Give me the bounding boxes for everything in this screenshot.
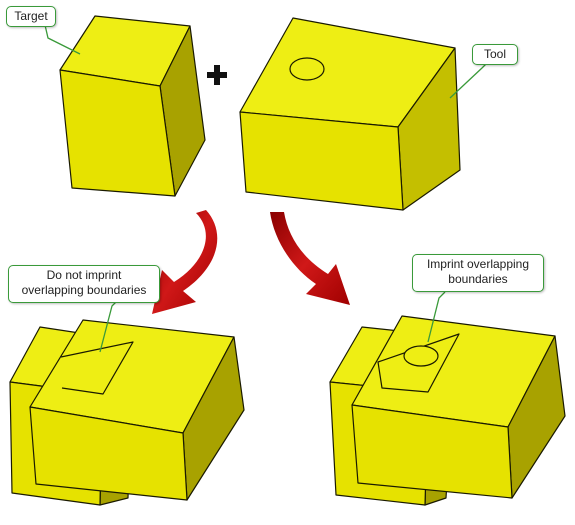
curved-arrow-icon xyxy=(152,210,350,314)
br-overlap-imprint xyxy=(377,333,460,393)
br-tool-front xyxy=(351,404,513,499)
callout-target-label: Target xyxy=(14,9,48,23)
result-no-imprint xyxy=(9,319,245,506)
tool-front-face xyxy=(239,111,404,211)
br-circle-imprint xyxy=(403,345,439,367)
tool-circle-feature xyxy=(289,57,325,81)
callout-imprint: Imprint overlapping boundaries xyxy=(412,254,544,292)
bl-overlap-outline xyxy=(60,341,134,395)
callout-no-imprint-line1: Do not imprint xyxy=(46,268,122,282)
result-imprint xyxy=(329,315,566,506)
callout-tool: Tool xyxy=(472,44,518,65)
callout-target: Target xyxy=(6,6,56,27)
target-block xyxy=(59,15,206,197)
target-front-face xyxy=(59,69,176,197)
tool-block xyxy=(239,17,461,211)
callout-tool-label: Tool xyxy=(483,47,506,61)
arrow-right xyxy=(270,212,350,305)
callout-no-imprint-line2: overlapping boundaries xyxy=(21,283,147,297)
bl-tool-front xyxy=(29,406,188,501)
callout-imprint-line2: boundaries xyxy=(448,272,508,286)
plus-icon xyxy=(207,65,227,85)
callout-no-imprint: Do not imprint overlapping boundaries xyxy=(8,265,160,303)
arrow-left xyxy=(152,210,218,314)
callout-imprint-line1: Imprint overlapping xyxy=(426,257,530,271)
